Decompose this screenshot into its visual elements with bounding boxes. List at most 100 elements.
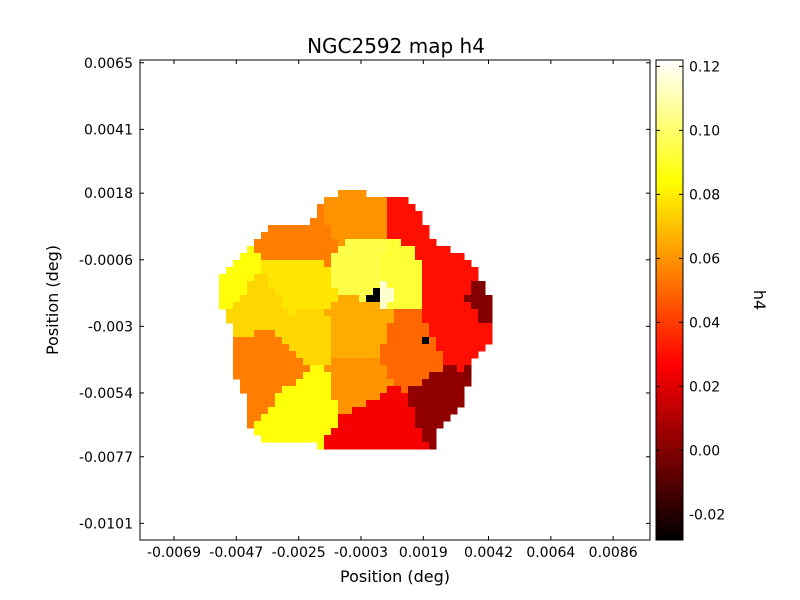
heatmap-cell [345, 365, 353, 373]
heatmap-cell [303, 358, 311, 366]
heatmap-cell [408, 239, 416, 247]
heatmap-cell [310, 344, 318, 352]
heatmap-cell [233, 323, 241, 331]
heatmap-cell [457, 323, 465, 331]
heatmap-cell [366, 337, 374, 345]
heatmap-cell [366, 393, 374, 401]
heatmap-cell [457, 379, 465, 387]
y-tick-label: 0.0041 [84, 122, 133, 138]
heatmap-cell [359, 330, 367, 338]
heatmap-cell [324, 358, 332, 366]
heatmap-cell [338, 190, 346, 198]
heatmap-cell [373, 386, 381, 394]
heatmap-cell [296, 365, 304, 373]
heatmap-cell [401, 428, 409, 436]
heatmap-cell [436, 379, 444, 387]
heatmap-cell [331, 337, 339, 345]
heatmap-cell [345, 204, 353, 212]
heatmap-cell [275, 428, 283, 436]
heatmap-cell [387, 225, 395, 233]
heatmap-cell [310, 379, 318, 387]
heatmap-cell [359, 351, 367, 359]
heatmap-cell [296, 407, 304, 415]
heatmap-cell [457, 351, 465, 359]
heatmap-cell [296, 260, 304, 268]
heatmap-cell [310, 358, 318, 366]
heatmap-cell [226, 288, 234, 296]
heatmap-cell [289, 428, 297, 436]
heatmap-cell [450, 330, 458, 338]
heatmap-cell [310, 225, 318, 233]
heatmap-cell [478, 309, 486, 317]
heatmap-cell [457, 302, 465, 310]
heatmap-cell [275, 302, 283, 310]
heatmap-cell [268, 274, 276, 282]
heatmap-cell [289, 330, 297, 338]
heatmap-cell [282, 309, 290, 317]
heatmap-cell [289, 393, 297, 401]
heatmap-cell [373, 260, 381, 268]
heatmap-cell [345, 372, 353, 380]
heatmap-cell [380, 393, 388, 401]
heatmap-cell [289, 344, 297, 352]
heatmap-cell [429, 316, 437, 324]
heatmap-cell [226, 316, 234, 324]
heatmap-cell [373, 351, 381, 359]
heatmap-cell [408, 260, 416, 268]
heatmap-cell [415, 407, 423, 415]
heatmap-cell [401, 365, 409, 373]
heatmap-cell [394, 309, 402, 317]
heatmap-cell [422, 393, 430, 401]
heatmap-cell [415, 386, 423, 394]
heatmap-cell [373, 435, 381, 443]
heatmap-cell [380, 365, 388, 373]
heatmap-cell [359, 393, 367, 401]
heatmap-cell [289, 323, 297, 331]
heatmap-cell [254, 309, 262, 317]
heatmap-cell [387, 246, 395, 254]
heatmap-cell [275, 379, 283, 387]
heatmap-cell [366, 386, 374, 394]
heatmap-cell [408, 337, 416, 345]
heatmap-cell [359, 295, 367, 303]
heatmap-cell [289, 246, 297, 254]
heatmap-cell [408, 232, 416, 240]
heatmap-cell [387, 330, 395, 338]
heatmap-cell [324, 344, 332, 352]
heatmap-cell [289, 337, 297, 345]
heatmap-cell [366, 288, 374, 296]
heatmap-cell [415, 344, 423, 352]
heatmap-cell [394, 428, 402, 436]
heatmap-cell [359, 414, 367, 422]
heatmap-cell [324, 428, 332, 436]
heatmap-cell [233, 372, 241, 380]
heatmap-cell [394, 323, 402, 331]
heatmap-cell [366, 239, 374, 247]
heatmap-cell [254, 344, 262, 352]
heatmap-cell [408, 414, 416, 422]
heatmap-cell [275, 274, 283, 282]
heatmap-cell [415, 414, 423, 422]
heatmap-cell [303, 316, 311, 324]
y-axis-label: Position (deg) [43, 245, 62, 355]
heatmap-cell [289, 309, 297, 317]
heatmap-cell [366, 232, 374, 240]
heatmap-cell [429, 365, 437, 373]
heatmap-cell [331, 358, 339, 366]
heatmap-cell [401, 379, 409, 387]
heatmap-cell [296, 267, 304, 275]
heatmap-cell [310, 351, 318, 359]
heatmap-cell [450, 372, 458, 380]
heatmap-cell [331, 281, 339, 289]
heatmap-cell [415, 246, 423, 254]
heatmap-cell [352, 281, 360, 289]
heatmap-cell [338, 218, 346, 226]
heatmap-cell [261, 393, 269, 401]
heatmap-cell [331, 435, 339, 443]
heatmap-cell [359, 267, 367, 275]
heatmap-cell [282, 344, 290, 352]
heatmap-cell [233, 274, 241, 282]
heatmap-cell [401, 211, 409, 219]
heatmap-cell [233, 344, 241, 352]
heatmap-cell [373, 379, 381, 387]
